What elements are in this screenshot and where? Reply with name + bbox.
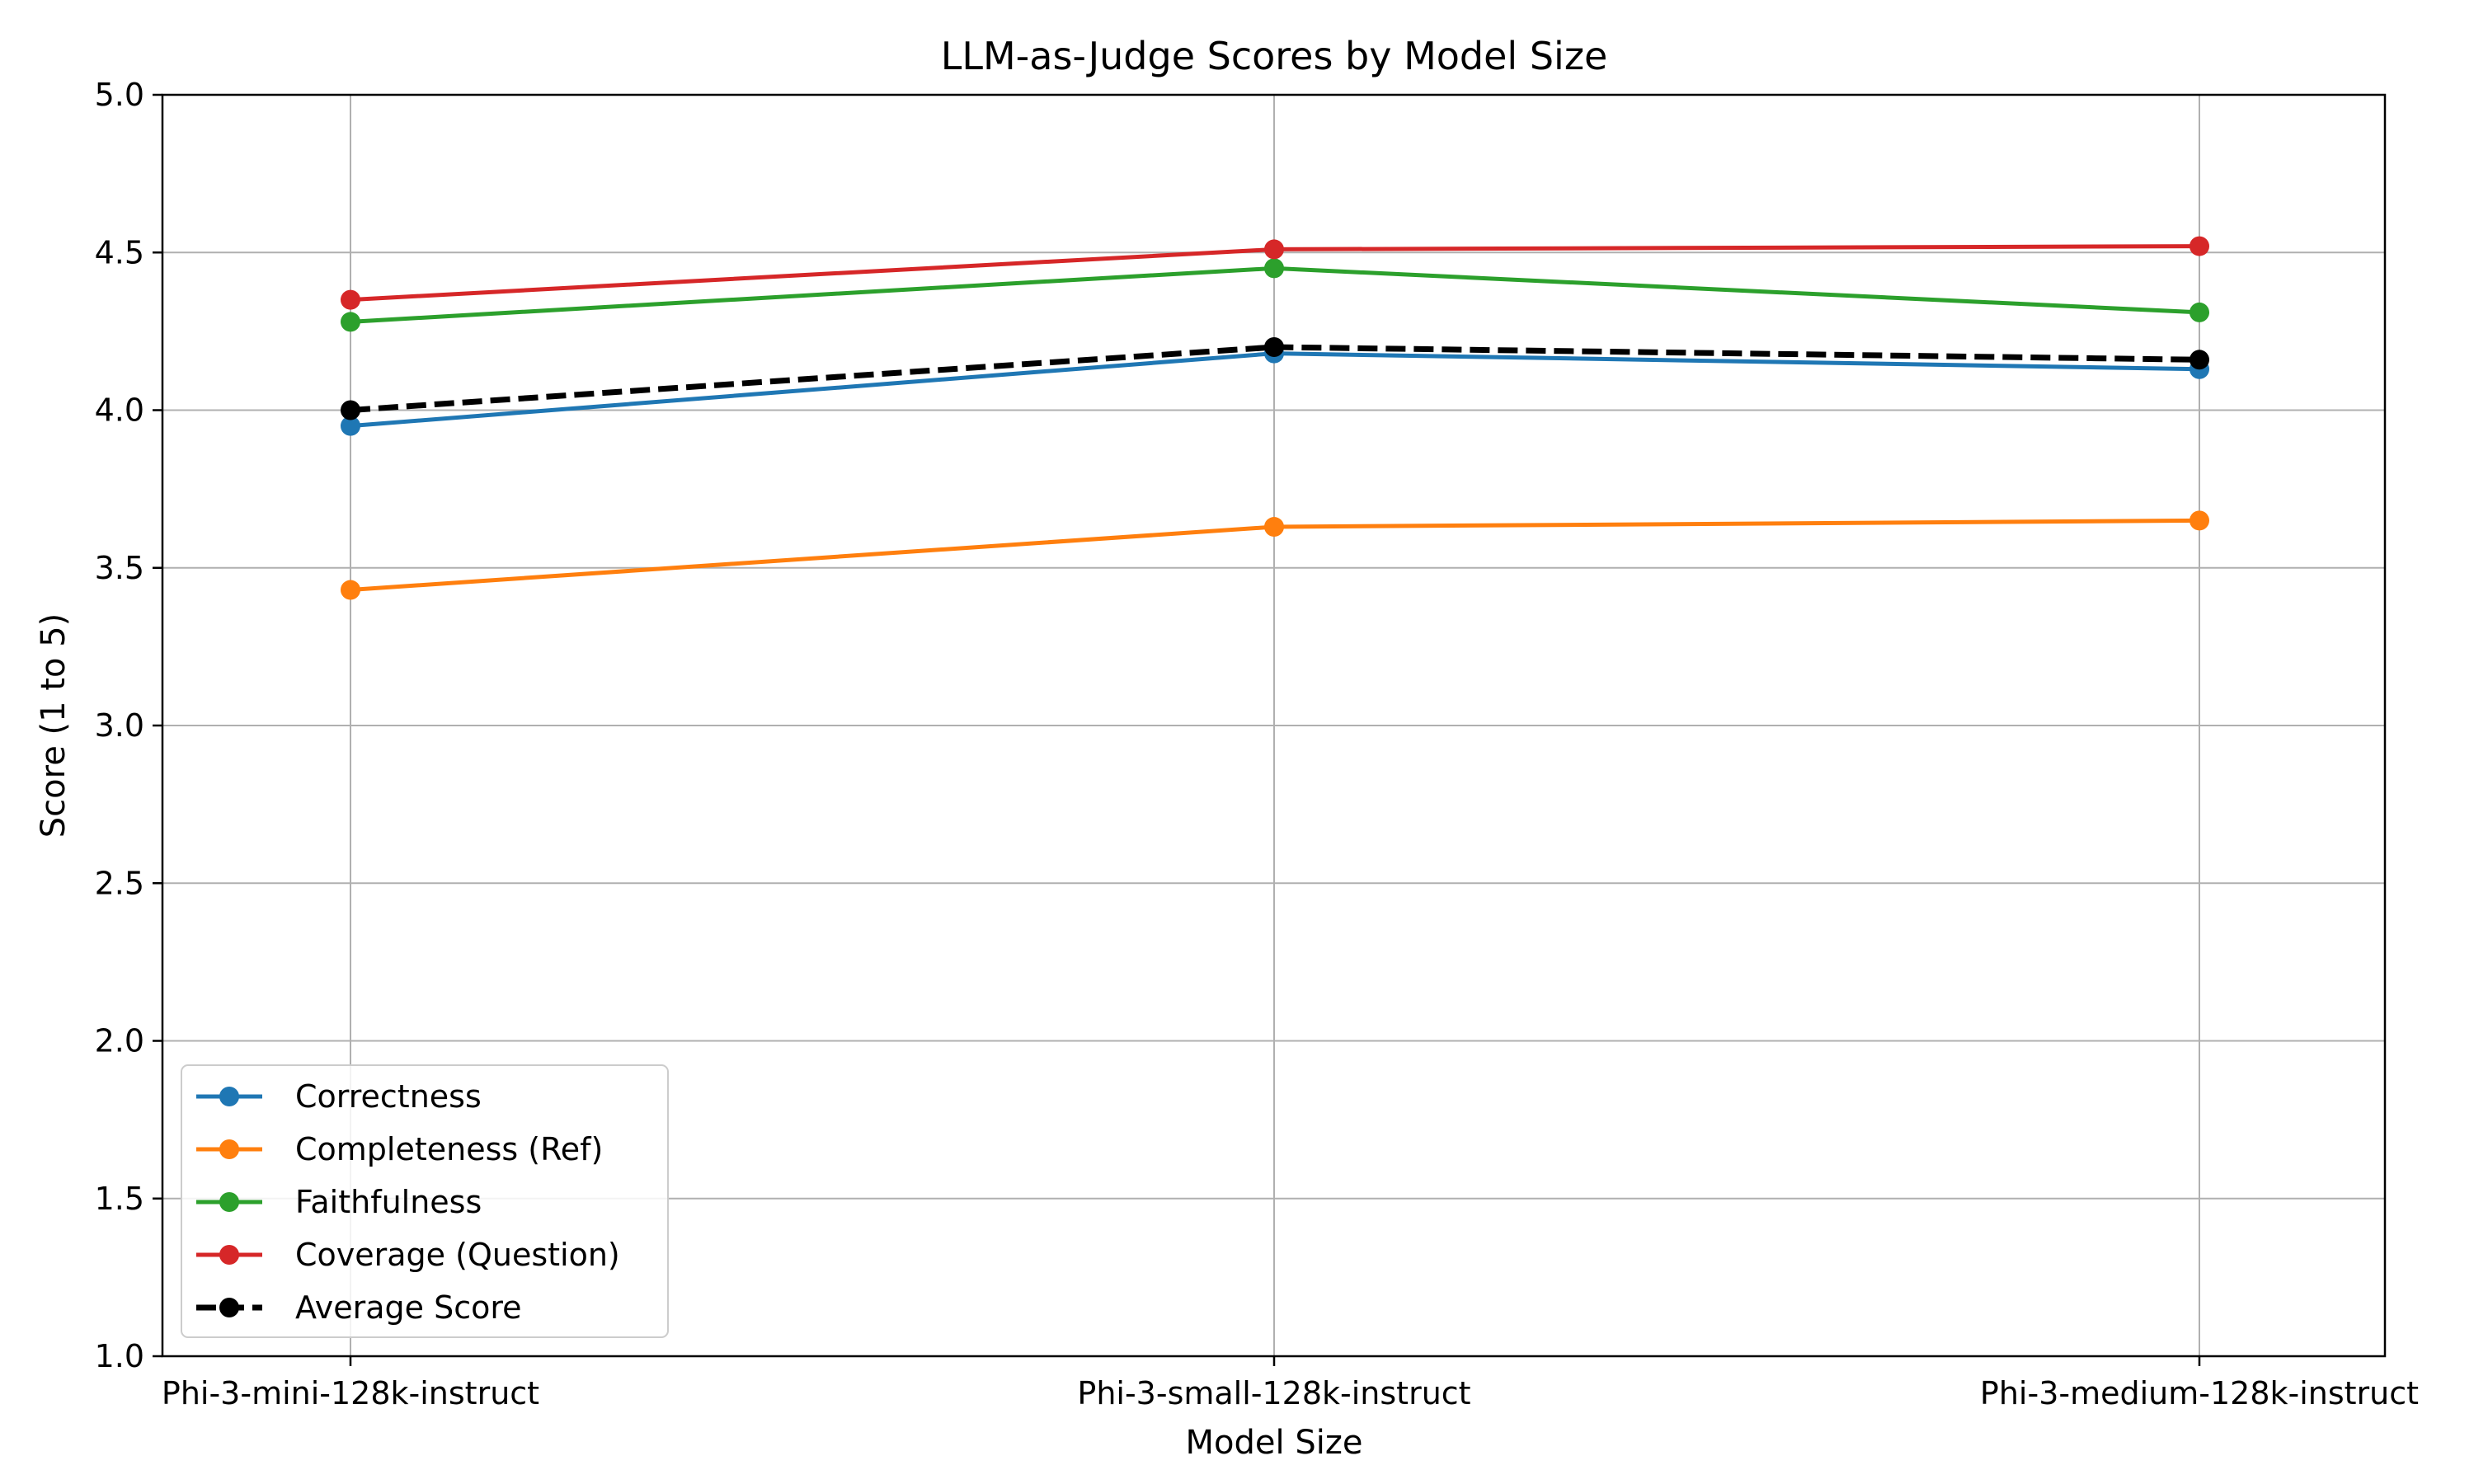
series-completeness-ref bbox=[341, 510, 2209, 600]
data-point bbox=[341, 289, 360, 310]
data-point bbox=[1264, 239, 1284, 260]
y-tick-label: 3.5 bbox=[95, 550, 144, 586]
x-axis-label: Model Size bbox=[1186, 1424, 1363, 1462]
legend-swatch-marker bbox=[219, 1087, 239, 1106]
y-tick-label: 3.0 bbox=[95, 707, 144, 744]
data-point bbox=[1264, 337, 1284, 357]
y-tick-label: 4.0 bbox=[95, 392, 144, 429]
data-point bbox=[2189, 236, 2209, 256]
legend-box bbox=[181, 1064, 669, 1338]
series-faithfulness bbox=[341, 258, 2209, 332]
legend-label: Faithfulness bbox=[295, 1184, 482, 1220]
legend-item: Coverage (Question) bbox=[196, 1237, 620, 1273]
data-point bbox=[341, 416, 360, 436]
x-tick-label: Phi-3-medium-128k-instruct bbox=[1980, 1375, 2419, 1411]
y-tick-label: 1.5 bbox=[95, 1181, 144, 1217]
legend-item: Completeness (Ref) bbox=[196, 1131, 603, 1167]
legend: Correctness Completeness (Ref) Faithfulnes… bbox=[181, 1064, 669, 1338]
data-point bbox=[2189, 510, 2209, 531]
y-tick-label: 4.5 bbox=[95, 234, 144, 270]
data-point bbox=[341, 312, 360, 332]
y-tick-label: 5.0 bbox=[95, 77, 144, 113]
data-point bbox=[2189, 302, 2209, 322]
legend-swatch-marker bbox=[219, 1139, 239, 1159]
legend-swatch-marker bbox=[219, 1245, 239, 1265]
data-point bbox=[2189, 350, 2209, 370]
series-coverage-question bbox=[341, 236, 2209, 310]
x-tick-label: Phi-3-mini-128k-instruct bbox=[162, 1375, 539, 1411]
legend-item: Correctness bbox=[196, 1078, 482, 1115]
data-point bbox=[341, 580, 360, 600]
legend-swatch-marker bbox=[219, 1298, 239, 1317]
data-point bbox=[341, 400, 360, 420]
chart-title: LLM-as-Judge Scores by Model Size bbox=[941, 34, 1608, 78]
legend-item: Faithfulness bbox=[196, 1184, 482, 1220]
legend-item: Average Score bbox=[196, 1289, 522, 1326]
y-axis-label: Score (1 to 5) bbox=[35, 613, 73, 838]
axis-ticks: 1.0 1.5 2.0 2.5 3.0 3.5 4.0 4.5 5.0 Phi-3-mini-12… bbox=[95, 77, 2420, 1411]
data-point bbox=[1264, 517, 1284, 538]
legend-swatch-marker bbox=[219, 1192, 239, 1212]
y-tick-label: 1.0 bbox=[95, 1338, 144, 1374]
y-tick-label: 2.5 bbox=[95, 865, 144, 901]
x-tick-label: Phi-3-small-128k-instruct bbox=[1077, 1375, 1470, 1411]
legend-label: Completeness (Ref) bbox=[295, 1131, 603, 1167]
legend-label: Coverage (Question) bbox=[295, 1237, 620, 1273]
series-average-score bbox=[341, 337, 2209, 420]
data-point bbox=[1264, 258, 1284, 279]
legend-label: Average Score bbox=[295, 1289, 522, 1326]
y-tick-label: 2.0 bbox=[95, 1023, 144, 1059]
legend-label: Correctness bbox=[295, 1078, 482, 1115]
series-layer bbox=[341, 236, 2209, 600]
